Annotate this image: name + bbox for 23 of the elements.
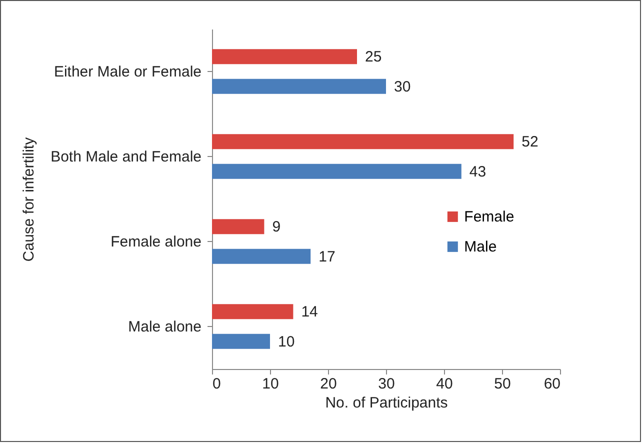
x-tick-label: 40 bbox=[436, 376, 453, 392]
data-label: 30 bbox=[394, 78, 411, 96]
x-tick-label: 50 bbox=[494, 376, 511, 392]
data-label: 9 bbox=[272, 218, 281, 236]
data-label: 17 bbox=[318, 248, 336, 266]
data-label: 14 bbox=[301, 304, 318, 321]
legend-label: Female bbox=[464, 208, 514, 226]
x-tick-label: 60 bbox=[544, 376, 560, 392]
y-axis-title: Cause for infertility bbox=[20, 136, 38, 262]
x-tick-label: 0 bbox=[212, 376, 221, 392]
x-tick-label: 20 bbox=[320, 376, 337, 392]
x-axis-title: No. of Participants bbox=[325, 394, 448, 412]
data-label: 52 bbox=[522, 134, 538, 151]
data-label: 43 bbox=[469, 163, 486, 180]
y-tick-label: Female alone bbox=[110, 234, 202, 250]
legend-label: Male bbox=[464, 238, 497, 256]
data-label: 10 bbox=[278, 333, 295, 350]
y-tick-label: Either Male or Female bbox=[54, 64, 202, 80]
x-tick-label: 10 bbox=[262, 376, 279, 392]
data-label: 25 bbox=[365, 48, 382, 66]
y-tick-label: Both Male and Female bbox=[50, 148, 202, 166]
x-tick-label: 30 bbox=[378, 376, 395, 392]
y-tick-label: Male alone bbox=[128, 318, 202, 336]
